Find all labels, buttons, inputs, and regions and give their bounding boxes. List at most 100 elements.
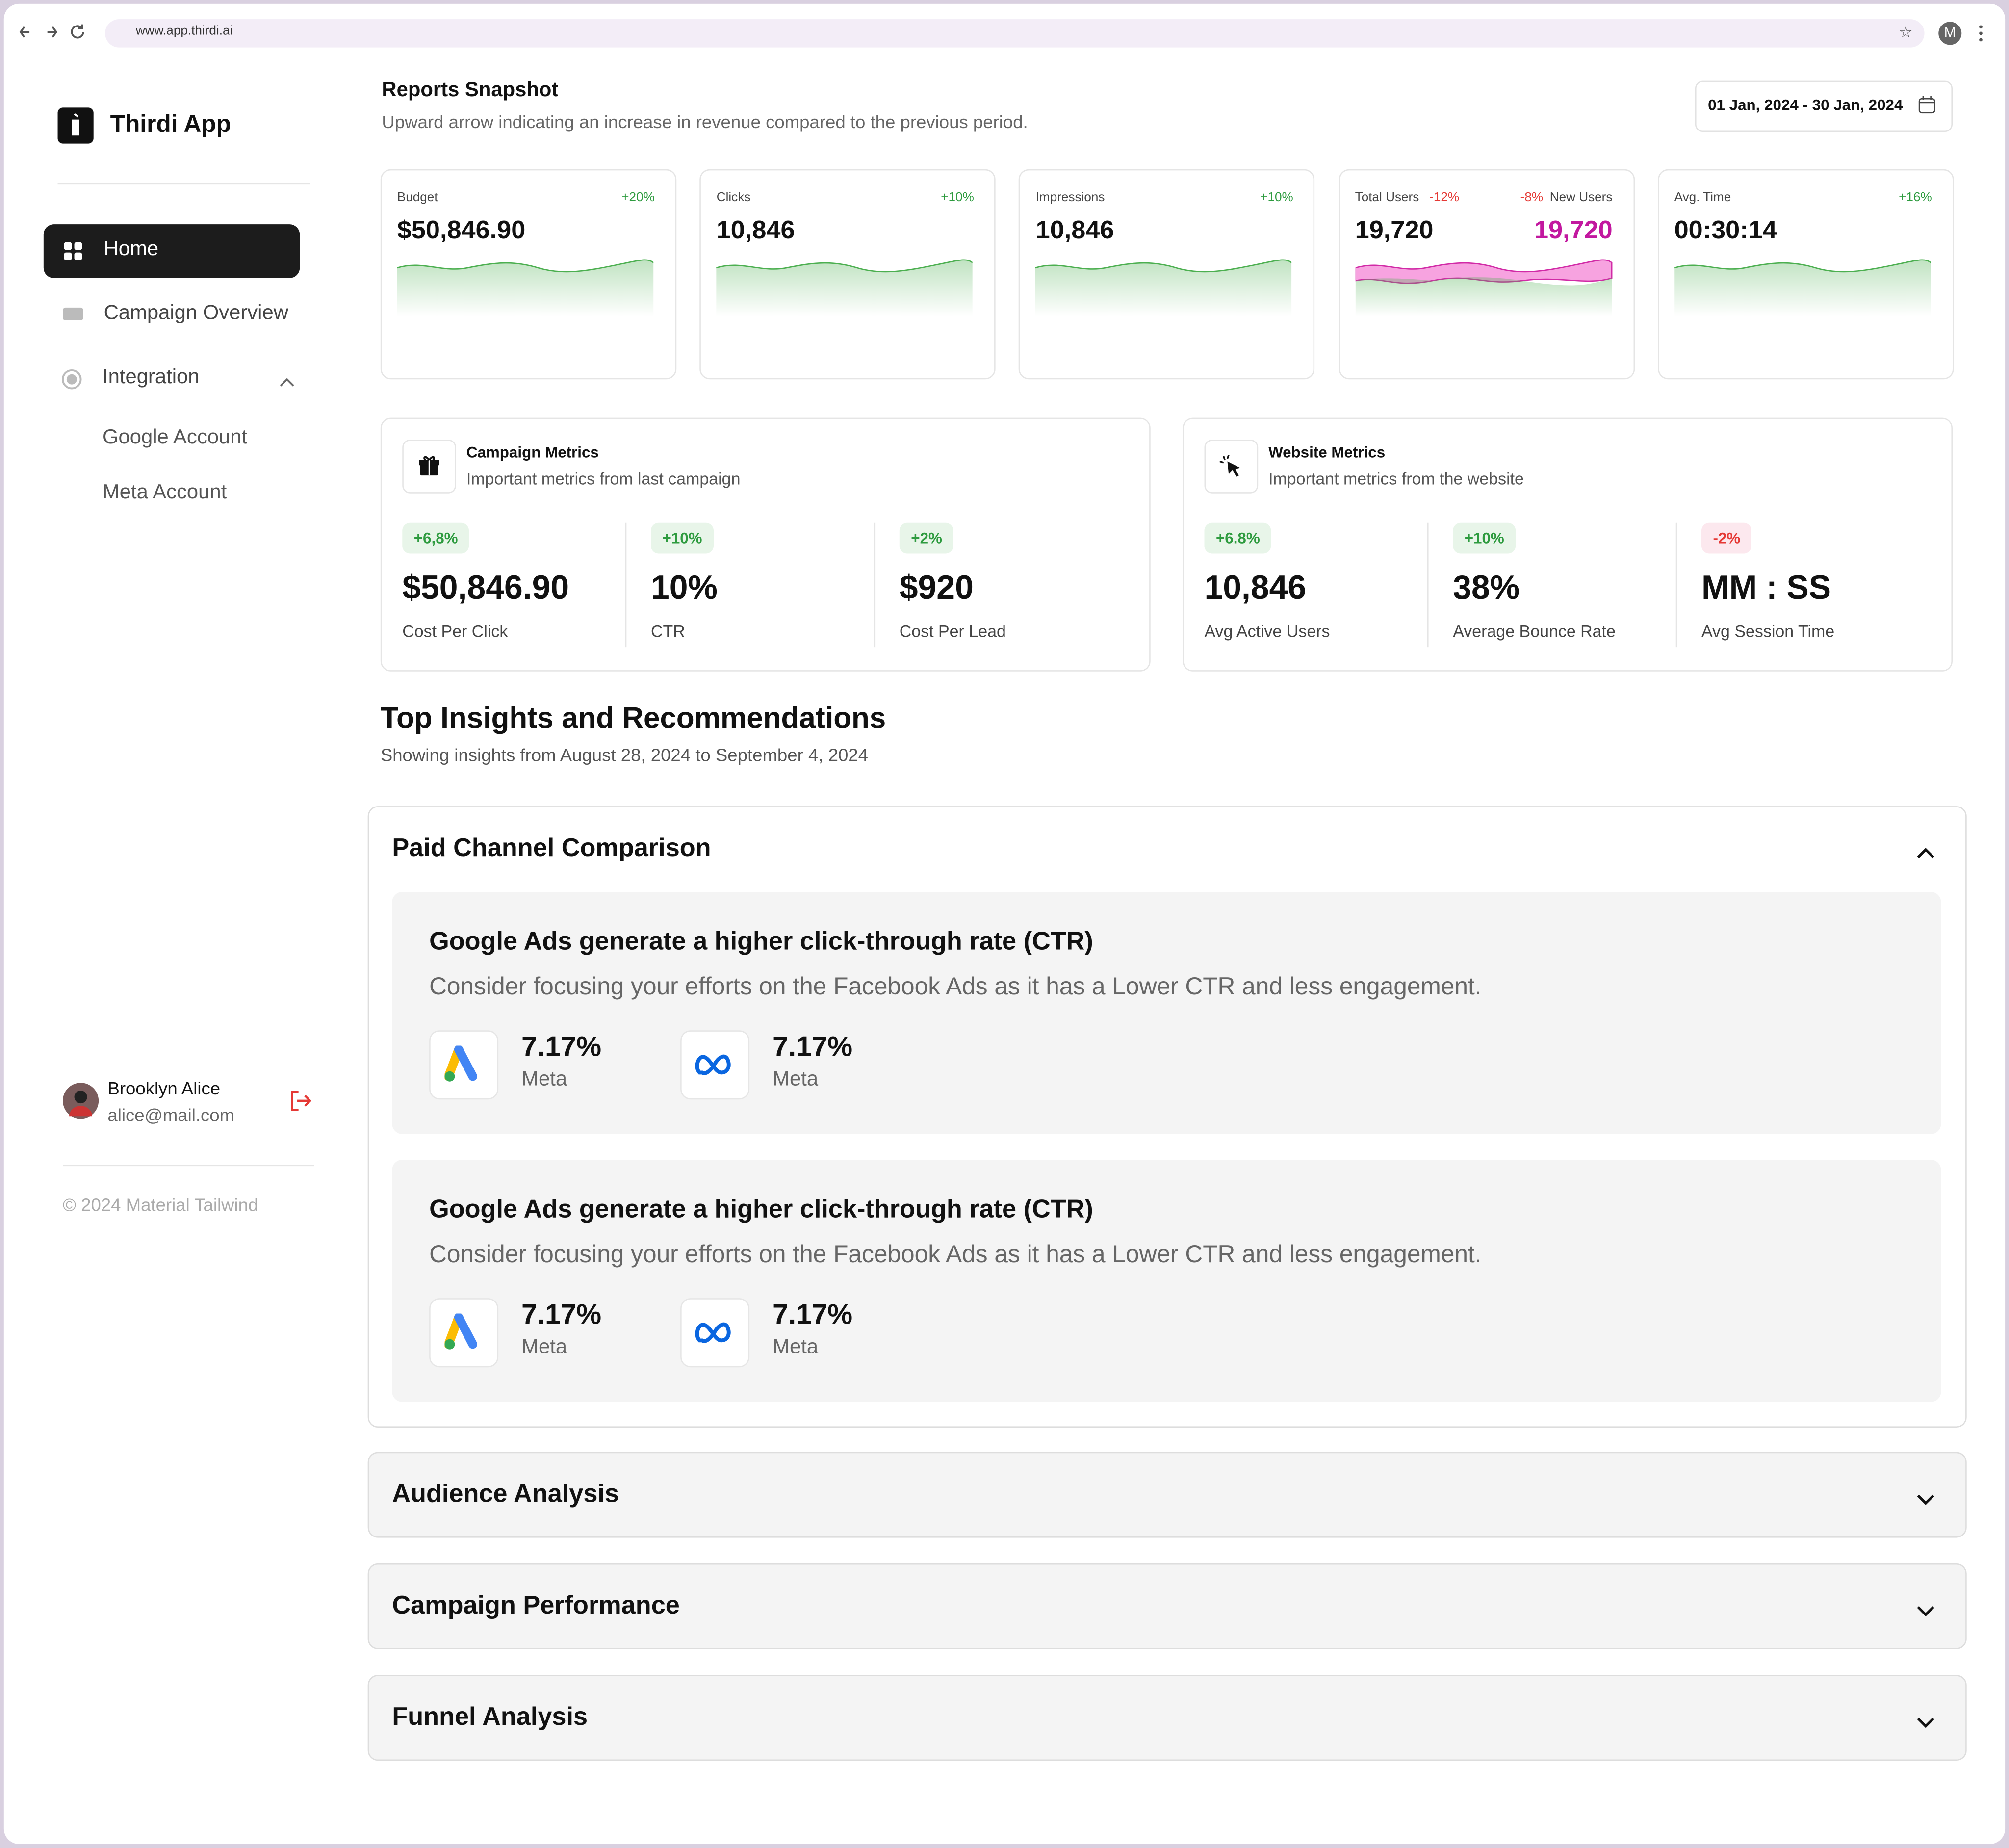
page-title: Reports Snapshot [382,79,559,102]
subnav-item[interactable]: Google Account [102,426,248,449]
section-title[interactable]: Paid Channel Comparison [392,834,711,863]
logout-icon[interactable] [288,1089,312,1119]
insight-text: Consider focusing your efforts on the Fa… [429,974,1482,1001]
panel-icon [1204,439,1259,494]
metric-label: Average Bounce Rate [1453,621,1616,641]
divider [57,183,310,185]
stat-value: 7.17% [773,1030,853,1063]
metric-label: Cost Per Lead [899,621,1006,641]
profile-avatar[interactable]: M [1938,22,1962,45]
date-range: 01 Jan, 2024 - 30 Jan, 2024 [1708,96,1903,114]
divider [874,522,876,648]
nav-active[interactable] [43,224,300,278]
insight-heading: Google Ads generate a higher click-throu… [429,1196,1093,1224]
divider [1427,522,1429,648]
metric-value: $50,846.90 [402,568,569,606]
metric-label: Avg Active Users [1204,621,1330,641]
stat-value: 7.17% [521,1030,602,1063]
metric-value: 38% [1453,568,1520,606]
calendar-icon [1918,96,1936,121]
sparkline [716,253,974,323]
collapse-icon[interactable] [1915,843,1936,866]
expand-icon[interactable] [1915,1601,1936,1624]
stat-change: +16% [1899,191,1932,205]
metric-value: 10,846 [1204,568,1307,606]
expand-icon[interactable] [1915,1712,1936,1735]
section-collapsed[interactable] [367,1675,1967,1761]
divider [62,1165,314,1167]
metric-label: Cost Per Click [402,621,508,641]
metric-value: 10% [650,568,718,606]
panel-title: Campaign Metrics [466,443,599,462]
stat-value: $50,846.90 [397,216,526,245]
stat-value: 7.17% [773,1298,853,1330]
nav-icon[interactable] [61,369,82,396]
user-name: Brooklyn Alice [107,1077,221,1098]
url-bar[interactable] [105,19,1925,48]
nav-item[interactable]: Campaign Overview [103,302,288,324]
section-collapsed[interactable] [367,1563,1967,1649]
nav-buttons[interactable] [19,22,96,42]
stat-label: Clicks [716,191,751,205]
panel-title: Website Metrics [1268,443,1386,462]
stat-label: Meta [521,1068,567,1091]
divider [625,522,627,648]
google-ads-logo [429,1298,499,1368]
metric-panel [380,417,1151,672]
section-collapsed[interactable] [367,1452,1967,1538]
menu-icon[interactable] [1978,25,1983,43]
logo [57,107,94,144]
metric-change: +10% [650,522,714,554]
date-picker[interactable] [1695,80,1953,132]
metric-panel [1183,417,1953,672]
metric-label: Avg Session Time [1701,621,1835,641]
insight-heading: Google Ads generate a higher click-throu… [429,928,1093,956]
metric-value: $920 [899,568,974,606]
stat-value: 10,846 [716,216,795,245]
star-icon[interactable]: ☆ [1899,23,1913,41]
stat-change: -12% [1429,191,1460,205]
stat-label: Meta [773,1068,819,1091]
page-subtitle: Upward arrow indicating an increase in r… [382,111,1028,132]
url: www.app.thirdi.ai [135,24,233,39]
stat-value: 00:30:14 [1674,216,1777,245]
expand-icon[interactable] [1915,1489,1936,1512]
insights-subtitle: Showing insights from August 28, 2024 to… [380,744,868,765]
nav-item[interactable]: Home [103,238,159,260]
stat-value: 19,720 [1534,216,1613,245]
metric-change: +2% [899,522,954,554]
stat-change: +20% [621,191,655,205]
divider [1675,522,1677,648]
meta-logo [680,1030,750,1100]
stat-label: Total Users [1355,191,1419,205]
stat-value: 7.17% [521,1298,602,1330]
nav-icon[interactable] [63,241,83,268]
user-avatar [62,1083,99,1119]
section-title[interactable]: Funnel Analysis [392,1703,588,1732]
metric-label: CTR [650,621,685,641]
subnav-item[interactable]: Meta Account [102,482,227,504]
section-title[interactable]: Audience Analysis [392,1480,619,1509]
browser-window: www.app.thirdi.ai ☆ M Thirdi App Home Camp… [3,3,2006,1844]
brand: Thirdi App [110,111,231,139]
browser-bar: www.app.thirdi.ai ☆ M [3,3,2006,60]
stat-label: Budget [397,191,438,205]
stat-label: Meta [773,1336,819,1358]
expand-icon[interactable] [278,372,296,395]
insight-card [392,1160,1941,1402]
stat-label: Meta [521,1336,567,1358]
sparkline [1035,253,1293,323]
stat-value: 10,846 [1035,216,1114,245]
panel-icon [402,439,456,494]
stat-change: +10% [941,191,974,205]
nav-item[interactable]: Integration [102,366,200,389]
metric-change: -2% [1701,522,1752,554]
stat-label: Avg. Time [1674,191,1731,205]
metric-change: +6,8% [402,522,470,554]
section-title[interactable]: Campaign Performance [392,1591,680,1620]
insight-text: Consider focusing your efforts on the Fa… [429,1242,1482,1269]
nav-icon[interactable] [61,305,84,330]
